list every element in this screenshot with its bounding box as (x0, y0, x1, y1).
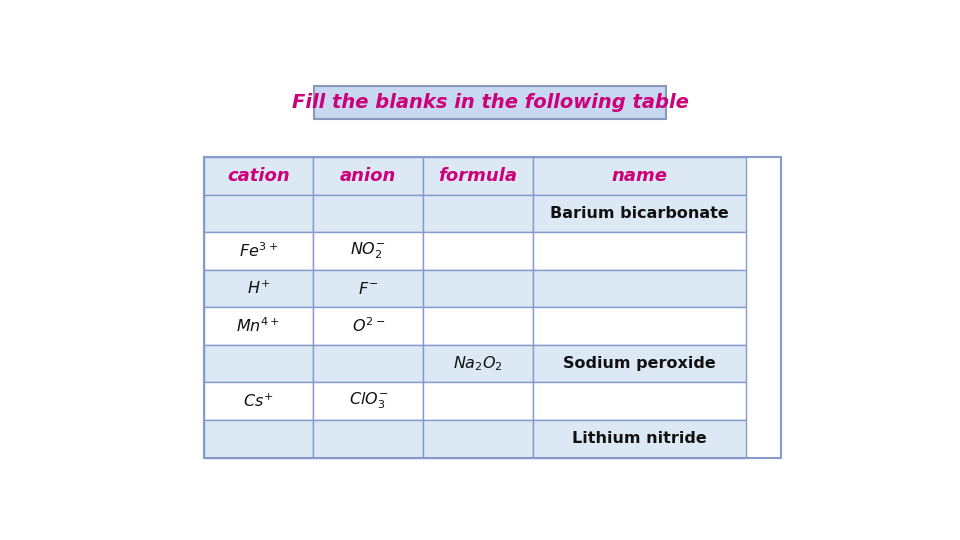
Bar (533, 420, 747, 457)
Bar (533, 232, 747, 270)
Bar (313, 307, 423, 345)
Bar (204, 382, 313, 420)
Bar (204, 420, 313, 457)
Bar (204, 195, 313, 232)
Bar (313, 232, 423, 270)
Text: formula: formula (439, 167, 517, 185)
Text: Fill the blanks in the following table: Fill the blanks in the following table (292, 93, 688, 112)
Bar (204, 157, 781, 457)
Bar (423, 195, 533, 232)
Text: $Cs^{+}$: $Cs^{+}$ (243, 393, 274, 410)
Bar (423, 270, 533, 307)
Bar (423, 382, 533, 420)
Text: Barium bicarbonate: Barium bicarbonate (550, 206, 729, 221)
Bar (423, 232, 533, 270)
Text: Lithium nitride: Lithium nitride (572, 431, 707, 446)
Bar (533, 382, 747, 420)
Text: $Fe^{3+}$: $Fe^{3+}$ (239, 242, 278, 260)
Text: $Mn^{4+}$: $Mn^{4+}$ (236, 317, 280, 335)
Bar (423, 345, 533, 382)
Text: name: name (612, 167, 667, 185)
Text: $Na_{2}O_{2}$: $Na_{2}O_{2}$ (453, 354, 503, 373)
Bar (204, 345, 313, 382)
Bar (204, 157, 313, 195)
Bar (533, 345, 747, 382)
Text: $F^{-}$: $F^{-}$ (358, 281, 378, 296)
Text: $O^{2-}$: $O^{2-}$ (351, 317, 385, 335)
Bar (313, 157, 423, 195)
Bar (313, 270, 423, 307)
Bar (423, 307, 533, 345)
Bar (204, 270, 313, 307)
Text: anion: anion (340, 167, 396, 185)
Text: $H^{+}$: $H^{+}$ (247, 280, 270, 297)
Bar (423, 157, 533, 195)
Bar (313, 420, 423, 457)
Bar (204, 307, 313, 345)
Text: $ClO_{3}^{-}$: $ClO_{3}^{-}$ (348, 391, 388, 411)
Text: $NO_{2}^{-}$: $NO_{2}^{-}$ (350, 241, 386, 261)
Bar (313, 195, 423, 232)
Text: Sodium peroxide: Sodium peroxide (564, 356, 716, 371)
Bar (204, 232, 313, 270)
Bar (313, 382, 423, 420)
Bar (533, 307, 747, 345)
Text: cation: cation (228, 167, 290, 185)
Bar (314, 86, 666, 119)
Bar (423, 420, 533, 457)
Bar (533, 270, 747, 307)
Bar (533, 195, 747, 232)
Bar (313, 345, 423, 382)
Bar (533, 157, 747, 195)
